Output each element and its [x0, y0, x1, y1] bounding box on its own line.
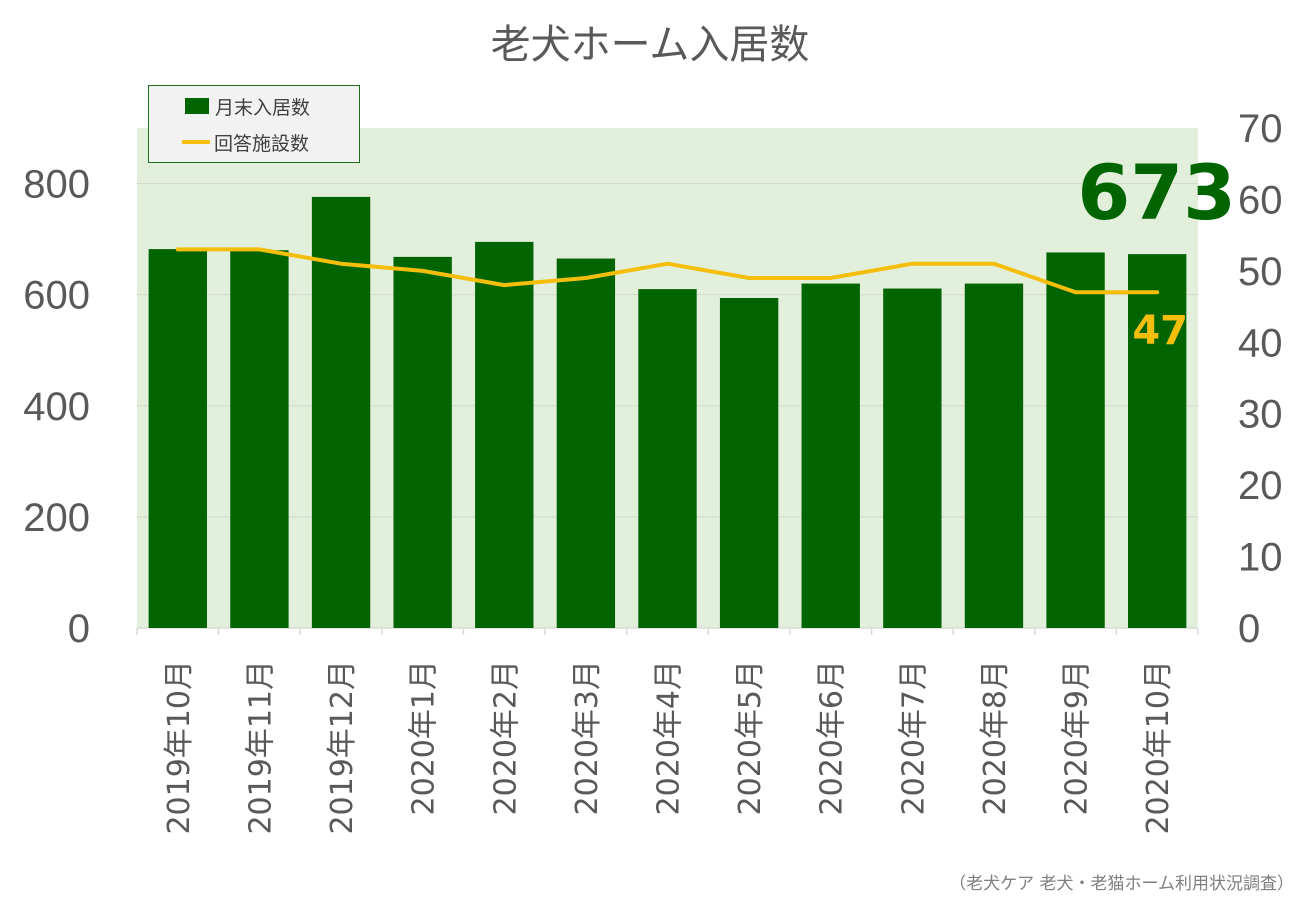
y-right-tick-label: 50: [1238, 250, 1283, 294]
line-series: [175, 247, 1160, 295]
y-right-tick-label: 10: [1238, 536, 1283, 580]
y-left-tick-label: 0: [68, 607, 90, 651]
x-tick-label: 2020年6月: [815, 660, 850, 815]
legend-item-bar: 月末入居数: [149, 88, 310, 124]
x-tick-label: 2020年9月: [1060, 660, 1095, 815]
y-right-tick-label: 40: [1238, 321, 1283, 365]
line-value-annotation: 47: [1132, 308, 1188, 354]
legend-item-line: 回答施設数: [149, 124, 309, 160]
bar: [556, 258, 616, 628]
y-right-tick-label: 0: [1238, 607, 1260, 651]
x-tick-label: 2020年10月: [1141, 660, 1176, 835]
legend-line-label: 回答施設数: [214, 132, 310, 155]
bar: [230, 250, 289, 628]
x-tick-label: 2020年7月: [896, 660, 931, 815]
x-tick-label: 2020年2月: [488, 660, 523, 815]
x-tick-label: 2019年11月: [243, 660, 278, 835]
source-note: （老犬ケア 老犬・老猫ホーム利用状況調査）: [949, 874, 1294, 894]
y-right-tick-label: 30: [1238, 393, 1283, 437]
bar: [475, 241, 534, 628]
x-tick-label: 2019年12月: [325, 660, 360, 835]
legend-bar-label: 月末入居数: [215, 96, 311, 119]
bar: [1046, 252, 1105, 628]
y-right-tick-label: 60: [1238, 178, 1283, 222]
y-left-tick-label: 800: [23, 163, 90, 207]
bar: [964, 283, 1024, 628]
chart-title: 老犬ホーム入居数: [490, 22, 810, 68]
bar: [883, 288, 942, 628]
legend-bar-swatch: [185, 98, 209, 114]
bar: [719, 298, 779, 628]
y-left-tick-label: 600: [23, 274, 90, 318]
x-tick-label: 2019年10月: [162, 660, 197, 835]
bar: [1128, 254, 1187, 628]
y-right-tick-label: 70: [1238, 107, 1283, 151]
y-left-tick-label: 200: [23, 496, 90, 540]
x-tick-label: 2020年8月: [978, 660, 1013, 815]
x-tick-label: 2020年3月: [570, 660, 605, 815]
legend: 月末入居数 回答施設数: [148, 85, 360, 163]
x-tick-label: 2020年5月: [733, 660, 768, 815]
x-tick-label: 2020年4月: [652, 660, 687, 815]
bar: [311, 196, 371, 628]
bar: [393, 256, 452, 628]
bar: [638, 289, 697, 628]
legend-line-swatch: [182, 140, 210, 144]
bar: [148, 249, 207, 628]
bar-value-annotation: 673: [1077, 148, 1236, 237]
bar: [801, 283, 860, 628]
y-right-tick-label: 20: [1238, 464, 1283, 508]
x-tick-label: 2020年1月: [407, 660, 442, 815]
y-left-tick-label: 400: [23, 385, 90, 429]
